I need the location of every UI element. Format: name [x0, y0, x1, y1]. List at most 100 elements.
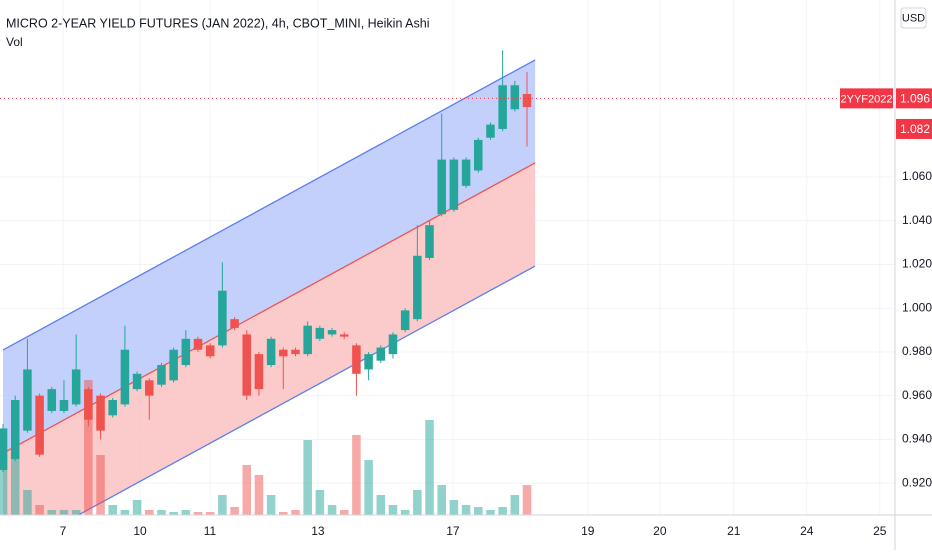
candle-body: [474, 139, 483, 171]
candle-body: [388, 334, 398, 355]
volume-bar: [364, 460, 373, 515]
candle-body: [47, 389, 57, 411]
candle-body: [254, 354, 264, 390]
y-tick-label: 0.980: [902, 344, 932, 358]
volume-bar: [59, 510, 69, 515]
candle-body: [157, 365, 166, 385]
candle-body: [266, 338, 276, 366]
candle-body: [291, 349, 300, 355]
volume-bar: [84, 380, 93, 515]
y-tick-label: 1.020: [902, 257, 932, 271]
x-tick-label: 11: [204, 524, 217, 538]
candle-body: [327, 330, 337, 335]
volume-bar: [388, 505, 398, 515]
symbol-label: 2YYF2022: [841, 93, 893, 105]
candle-body: [132, 373, 142, 390]
candle-body: [242, 334, 252, 396]
currency: USD: [902, 12, 925, 24]
candle-body: [364, 354, 373, 370]
candle-body: [522, 93, 532, 108]
volume-bar: [47, 510, 57, 515]
y-tick-label: 0.960: [902, 388, 932, 402]
price-label-box: [896, 118, 932, 139]
volume-bar: [352, 435, 361, 515]
volume-bar: [35, 505, 44, 515]
candle-body: [376, 347, 386, 361]
candle-body: [449, 159, 459, 210]
currency-box[interactable]: [900, 7, 927, 29]
volume-bar: [461, 505, 471, 515]
volume-bar: [327, 505, 337, 515]
volume-bar: [266, 495, 276, 515]
candle-body: [145, 380, 154, 396]
volume-bar: [279, 512, 288, 515]
x-tick-label: 20: [653, 524, 667, 538]
x-tick-label: 10: [133, 524, 147, 538]
x-tick-label: 7: [60, 524, 67, 538]
x-tick-label: 19: [581, 524, 595, 538]
volume-bar: [400, 510, 410, 515]
candle-body: [425, 225, 434, 258]
volume-bar: [315, 490, 325, 515]
chart-title: MICRO 2-YEAR YIELD FUTURES (JAN 2022), 4…: [6, 16, 430, 30]
volume-bar: [510, 495, 520, 515]
volume-bar: [230, 507, 239, 515]
candle-body: [108, 400, 117, 416]
volume-bar: [339, 510, 349, 515]
plot-area: [0, 0, 895, 515]
candle-body: [437, 159, 446, 215]
candle-body: [339, 334, 349, 337]
volume-bar: [96, 455, 105, 515]
candle-body: [35, 395, 44, 455]
candle-body: [413, 255, 422, 320]
price-label: 1.082: [900, 122, 930, 136]
volume-bar: [437, 485, 446, 515]
volume-bar: [169, 512, 178, 515]
candle-body: [59, 400, 69, 411]
symbol-label-box: [840, 88, 893, 109]
candle-body: [84, 389, 93, 420]
candle-body: [486, 124, 495, 138]
candle-body: [10, 400, 20, 460]
volume-bar: [291, 510, 300, 515]
x-tick-label: 21: [727, 524, 741, 538]
candle-body: [0, 428, 8, 470]
volume-bar: [157, 510, 166, 515]
volume-bar: [120, 510, 130, 515]
volume-bar: [242, 465, 252, 515]
volume-bar: [254, 475, 264, 515]
y-tick-label: 1.040: [902, 213, 932, 227]
candle-body: [279, 349, 288, 357]
volume-bar: [486, 510, 495, 515]
volume-bar: [303, 440, 312, 515]
candle-body: [205, 345, 215, 357]
candle-body: [181, 338, 191, 366]
price-label: 1.096: [900, 92, 930, 106]
candle-body: [120, 349, 130, 405]
candle-body: [169, 349, 178, 381]
candle-body: [96, 395, 105, 431]
price-label-box: [896, 88, 932, 109]
candle-body: [315, 327, 325, 339]
volume-bar: [10, 455, 20, 515]
x-tick-label: 13: [311, 524, 325, 538]
candle-body: [303, 325, 312, 355]
volume-bar: [132, 500, 142, 515]
volume-bar: [474, 507, 483, 515]
channel-upper: [2, 59, 536, 351]
candle-body: [400, 310, 410, 331]
candle-body: [230, 319, 239, 328]
x-tick-label: 17: [446, 524, 460, 538]
volume-bar: [71, 510, 81, 515]
volume-bar: [522, 485, 532, 515]
volume-bar: [376, 495, 386, 515]
y-tick-label: 0.920: [902, 475, 932, 489]
y-tick-label: 1.060: [902, 169, 932, 183]
y-tick-label: 0.940: [902, 432, 932, 446]
candle-body: [193, 338, 203, 350]
volume-bar: [145, 510, 154, 515]
volume-bar: [425, 420, 434, 515]
candle-body: [510, 85, 520, 110]
volume-bar: [218, 495, 227, 515]
